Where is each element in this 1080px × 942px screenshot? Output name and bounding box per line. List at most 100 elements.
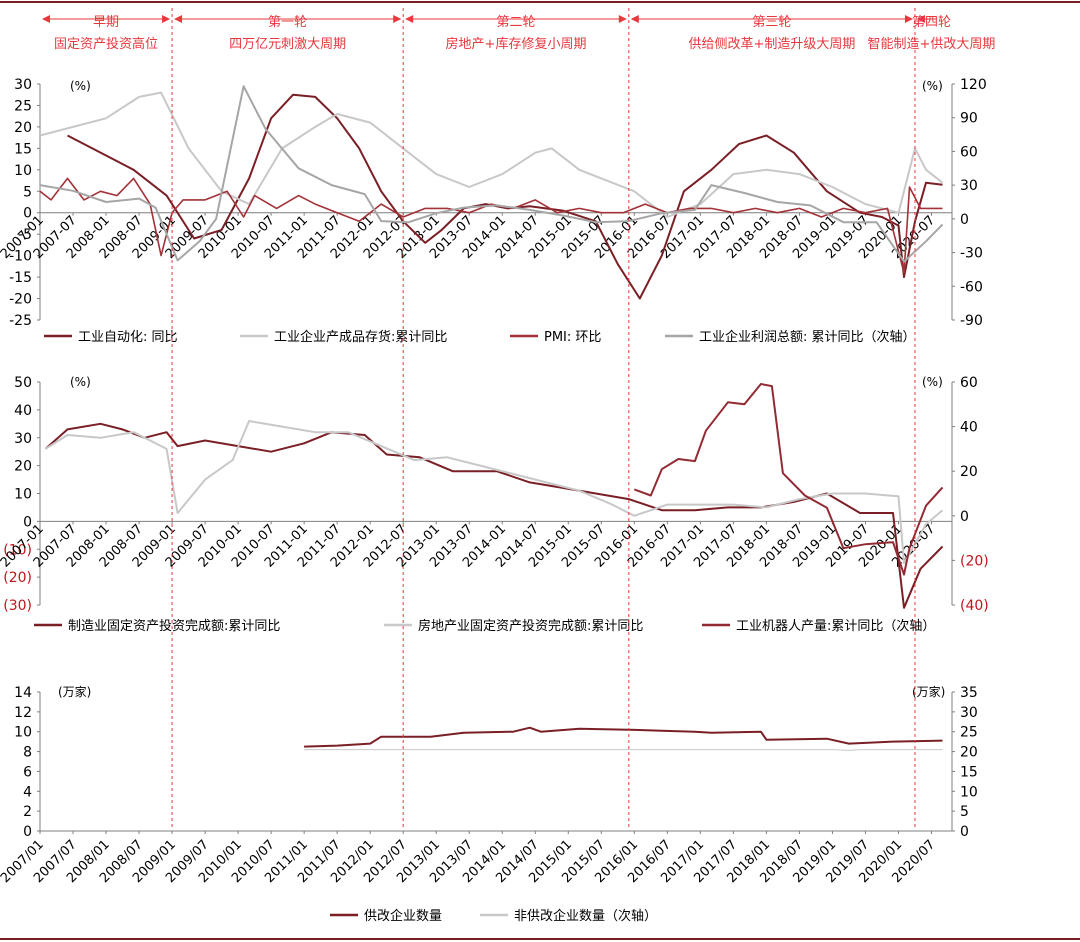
phase-subtitle: 供给侧改革+制造升级大周期 (688, 37, 855, 52)
series-line-3 (39, 177, 943, 274)
left-tick-label: -10 (9, 249, 32, 265)
phase-subtitle: 固定资产投资高位 (54, 36, 158, 52)
series-line-1 (67, 93, 943, 300)
right-tick-label: -60 (960, 279, 983, 295)
series-line-1 (304, 726, 943, 748)
left-unit-label: (万家) (58, 684, 91, 699)
left-tick-label: 0 (23, 514, 32, 530)
legend-label: 工业企业产成品存货:累计同比 (274, 329, 447, 345)
phase-arrow-left (630, 15, 639, 23)
legend-label: PMI: 环比 (544, 330, 601, 345)
phase-subtitle: 智能制造+供改大周期 (868, 37, 996, 52)
right-tick-label: 35 (960, 685, 978, 701)
right-tick-label: 0 (960, 509, 969, 525)
right-unit-label: (%) (922, 375, 943, 389)
left-tick-label: 2 (23, 804, 32, 820)
left-tick-label: 0 (23, 824, 32, 840)
series-line-2 (304, 749, 943, 751)
right-tick-label: 30 (960, 705, 978, 721)
series-line-3 (633, 383, 944, 576)
left-tick-label: 25 (14, 98, 32, 114)
phase-title: 第四轮 (912, 15, 951, 30)
phase-title: 第一轮 (268, 15, 307, 30)
right-unit-label: (万家) (912, 684, 945, 699)
phase-arrow-right (618, 15, 627, 23)
left-tick-label: 20 (14, 459, 32, 475)
right-unit-label: (%) (922, 79, 943, 93)
right-tick-label: 5 (960, 804, 969, 820)
left-tick-label: 5 (23, 184, 32, 200)
left-tick-label: -15 (9, 270, 32, 286)
phase-arrow-right (393, 15, 402, 23)
left-tick-label: 0 (23, 206, 32, 222)
left-tick-label: (30) (3, 598, 32, 614)
left-tick-label: (10) (3, 542, 32, 558)
series-line-2 (39, 91, 944, 218)
right-tick-label: 30 (960, 178, 978, 194)
phase-title: 早期 (93, 15, 119, 30)
left-tick-label: 20 (14, 120, 32, 136)
right-tick-label: 25 (960, 725, 978, 741)
left-unit-label: (%) (70, 375, 91, 389)
right-tick-label: (40) (960, 598, 989, 614)
phase-boundaries (171, 8, 916, 828)
left-unit-label: (%) (70, 79, 91, 93)
left-tick-label: 10 (14, 487, 32, 503)
right-tick-label: 0 (960, 824, 969, 840)
legend-label: 工业企业利润总额: 累计同比（次轴） (699, 329, 916, 345)
phase-arrow-left (405, 15, 414, 23)
legend-label: 工业机器人产量:累计同比（次轴） (736, 618, 935, 634)
right-tick-label: 60 (960, 144, 978, 160)
phase-arrow-right (162, 15, 171, 23)
right-tick-label: 15 (960, 764, 978, 780)
phase-subtitle: 房地产+库存修复小周期 (446, 36, 587, 52)
left-tick-label: 6 (23, 764, 32, 780)
phase-arrow-left (42, 15, 50, 23)
right-tick-label: 120 (960, 77, 987, 93)
phase-title: 第二轮 (497, 15, 536, 30)
right-tick-label: 10 (960, 784, 978, 800)
left-tick-label: -5 (18, 227, 32, 243)
legend-label: 制造业固定资产投资完成额:累计同比 (68, 618, 280, 634)
right-tick-label: (20) (960, 553, 989, 569)
series-line-4 (39, 85, 944, 263)
left-tick-label: 30 (14, 431, 32, 447)
right-tick-label: 40 (960, 420, 978, 436)
phase-arrow-right (904, 15, 913, 23)
phase-title: 第三轮 (752, 15, 791, 30)
right-tick-label: -30 (960, 246, 983, 262)
left-tick-label: 10 (14, 163, 32, 179)
left-tick-label: 30 (14, 77, 32, 93)
phase-arrow-left (174, 15, 183, 23)
left-tick-label: -20 (9, 292, 32, 308)
legend-label: 供改企业数量 (364, 908, 442, 924)
right-tick-label: 60 (960, 375, 978, 391)
left-tick-label: 8 (23, 745, 32, 761)
right-tick-label: -90 (960, 313, 983, 329)
right-tick-label: 20 (960, 745, 978, 761)
left-tick-label: 4 (23, 784, 32, 800)
right-tick-label: 20 (960, 464, 978, 480)
legend-label: 房地产业固定资产投资完成额:累计同比 (418, 618, 643, 634)
left-tick-label: 15 (14, 141, 32, 157)
legend-label: 工业自动化: 同比 (78, 330, 178, 345)
phase-header: 早期固定资产投资高位第一轮四万亿元刺激大周期第二轮房地产+库存修复小周期第三轮供… (42, 15, 995, 52)
phase-subtitle: 四万亿元刺激大周期 (229, 37, 346, 52)
left-tick-label: (20) (3, 570, 32, 586)
left-tick-label: 10 (14, 725, 32, 741)
left-tick-label: 12 (14, 705, 32, 721)
left-tick-label: 50 (14, 375, 32, 391)
left-tick-label: -25 (9, 313, 32, 329)
legend-label: 非供改企业数量（次轴） (514, 908, 657, 924)
right-tick-label: 90 (960, 111, 978, 127)
right-tick-label: 0 (960, 212, 969, 228)
left-tick-label: 14 (14, 685, 32, 701)
series-line-2 (44, 420, 944, 565)
